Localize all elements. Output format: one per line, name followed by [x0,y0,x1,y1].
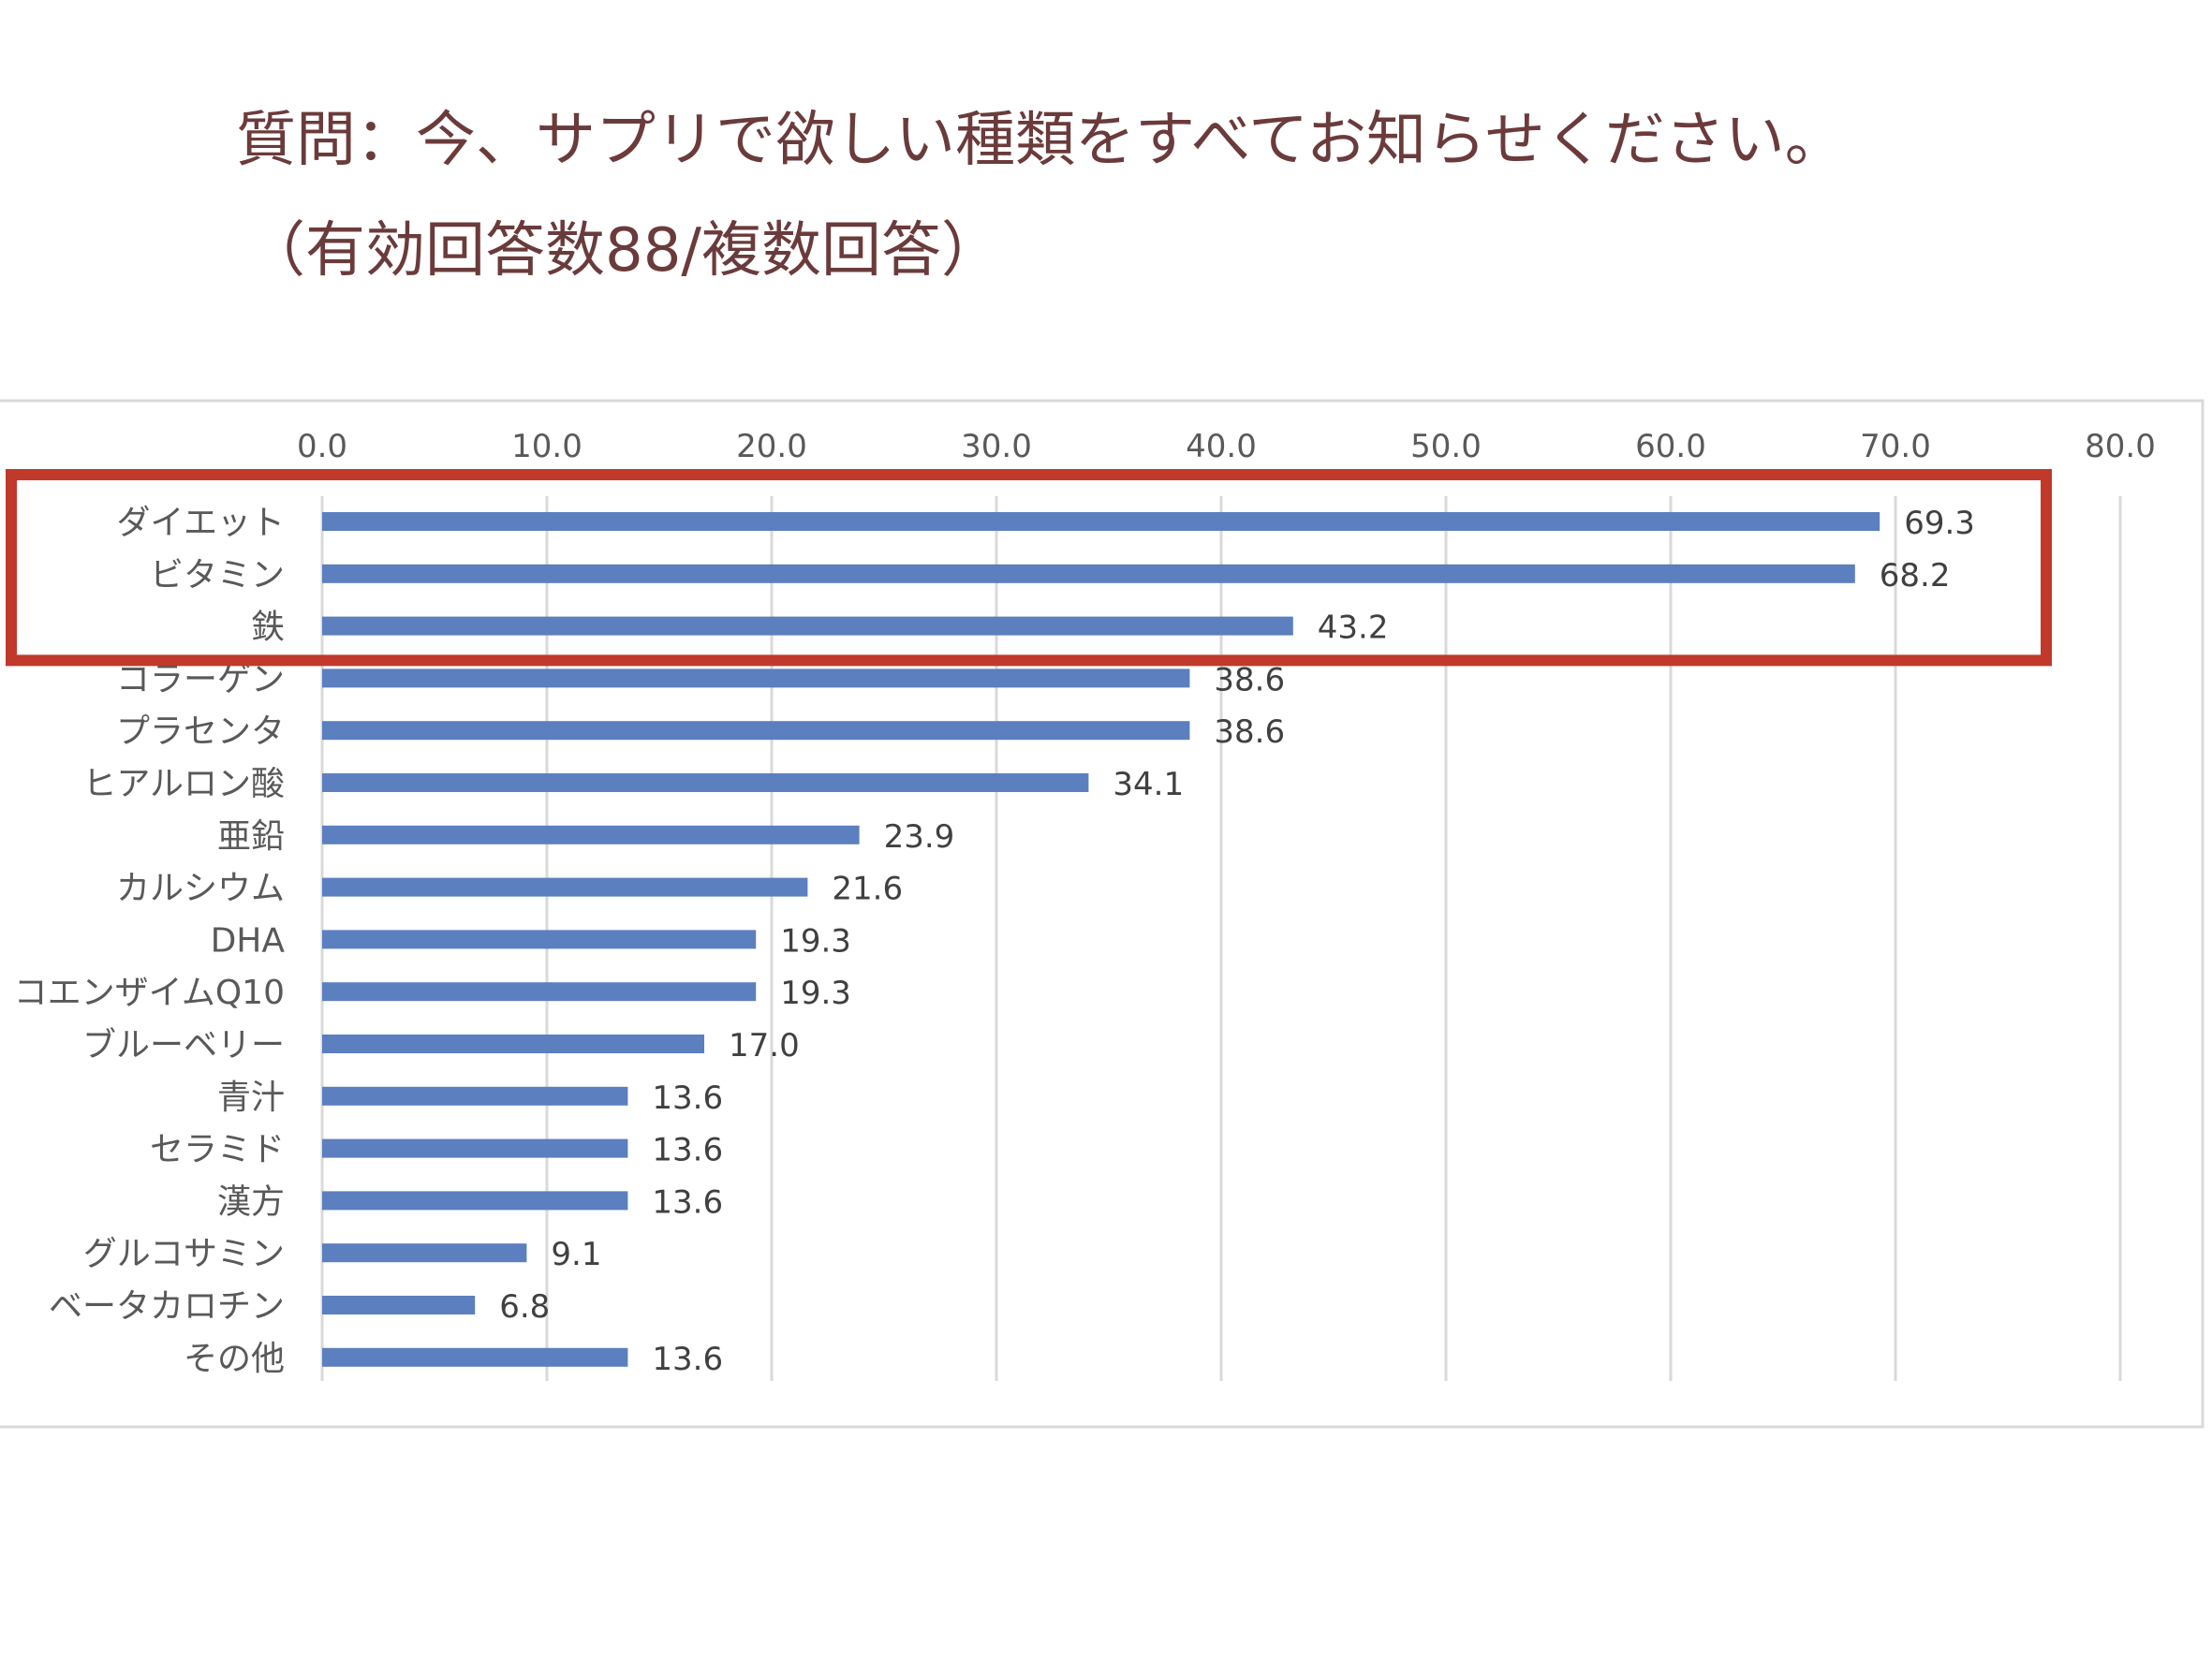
bar [322,1191,628,1211]
category-label: その他 [184,1340,285,1378]
bar [322,773,1089,792]
category-label: グルコサミン [83,1235,285,1273]
bar [322,1347,628,1367]
category-label: プラセンタ [116,712,285,751]
x-tick-label: 60.0 [1635,428,1706,465]
bar [322,616,1293,636]
gridlines [320,496,2122,1381]
data-label: 23.9 [884,818,955,856]
highlight-box [6,469,2052,667]
page-title: 質問：今、サプリで欲しい種類をすべてお知らせください。 [236,106,1845,175]
x-tick-label: 40.0 [1186,428,1257,465]
bar [322,930,757,949]
category-label: カルシウム [116,870,285,908]
category-label: コラーゲン [116,660,285,698]
category-label: 漢方 [217,1182,285,1221]
x-axis-ticks: 0.0 10.0 20.0 30.0 40.0 50.0 60.0 70.0 80.0 [297,428,2156,465]
chart-frame [0,399,2205,1429]
category-label: セラミド [150,1131,285,1169]
category-label: DHA [211,921,286,960]
category-label: ブルーベリー [82,1026,285,1064]
category-label: 青汁 [217,1079,285,1117]
x-tick-label: 20.0 [736,428,807,465]
data-label: 34.1 [1113,766,1184,803]
bar [322,825,860,844]
data-label: 13.6 [652,1079,723,1117]
category-label: ヒアルロン酸 [82,765,285,803]
data-label: 9.1 [551,1236,601,1273]
bar [322,1296,476,1314]
x-tick-label: 50.0 [1410,428,1482,465]
bars [322,512,1880,1367]
x-tick-label: 0.0 [297,428,347,465]
data-label: 69.3 [1904,505,1975,542]
bar [322,1243,527,1263]
data-labels: 69.3 68.2 43.2 38.6 38.6 34.1 23.9 21.6 19.3 19.3… [499,505,1975,1378]
bar [322,877,808,897]
bar [322,668,1190,688]
data-label: 43.2 [1318,609,1389,647]
data-label: 68.2 [1880,557,1951,595]
category-label: ベータカロチン [49,1287,285,1326]
bar [322,1138,628,1158]
bar [322,721,1190,741]
data-label: 38.6 [1214,661,1285,698]
category-label: 鉄 [251,609,285,647]
data-label: 6.8 [499,1288,550,1326]
x-tick-label: 30.0 [961,428,1032,465]
x-tick-label: 80.0 [2085,428,2156,465]
category-label: コエンザイムQ10 [14,974,285,1012]
data-label: 21.6 [832,871,903,908]
data-label: 13.6 [652,1132,723,1169]
bar [322,564,1855,583]
data-label: 13.6 [652,1183,723,1221]
bar [322,512,1880,531]
bar [322,1086,628,1106]
category-label: 亜鉛 [217,817,285,856]
data-label: 38.6 [1214,713,1285,751]
bar [322,982,757,1002]
x-tick-label: 70.0 [1860,428,1931,465]
category-label: ビタミン [150,556,285,595]
bar [322,1035,704,1053]
data-label: 17.0 [729,1027,800,1064]
data-label: 13.6 [652,1341,723,1378]
x-tick-label: 10.0 [511,428,582,465]
data-label: 19.3 [780,922,851,960]
category-label: ダイエット [116,504,285,542]
data-label: 19.3 [780,975,851,1012]
page-subtitle: （有効回答数88/複数回答） [245,216,1001,286]
